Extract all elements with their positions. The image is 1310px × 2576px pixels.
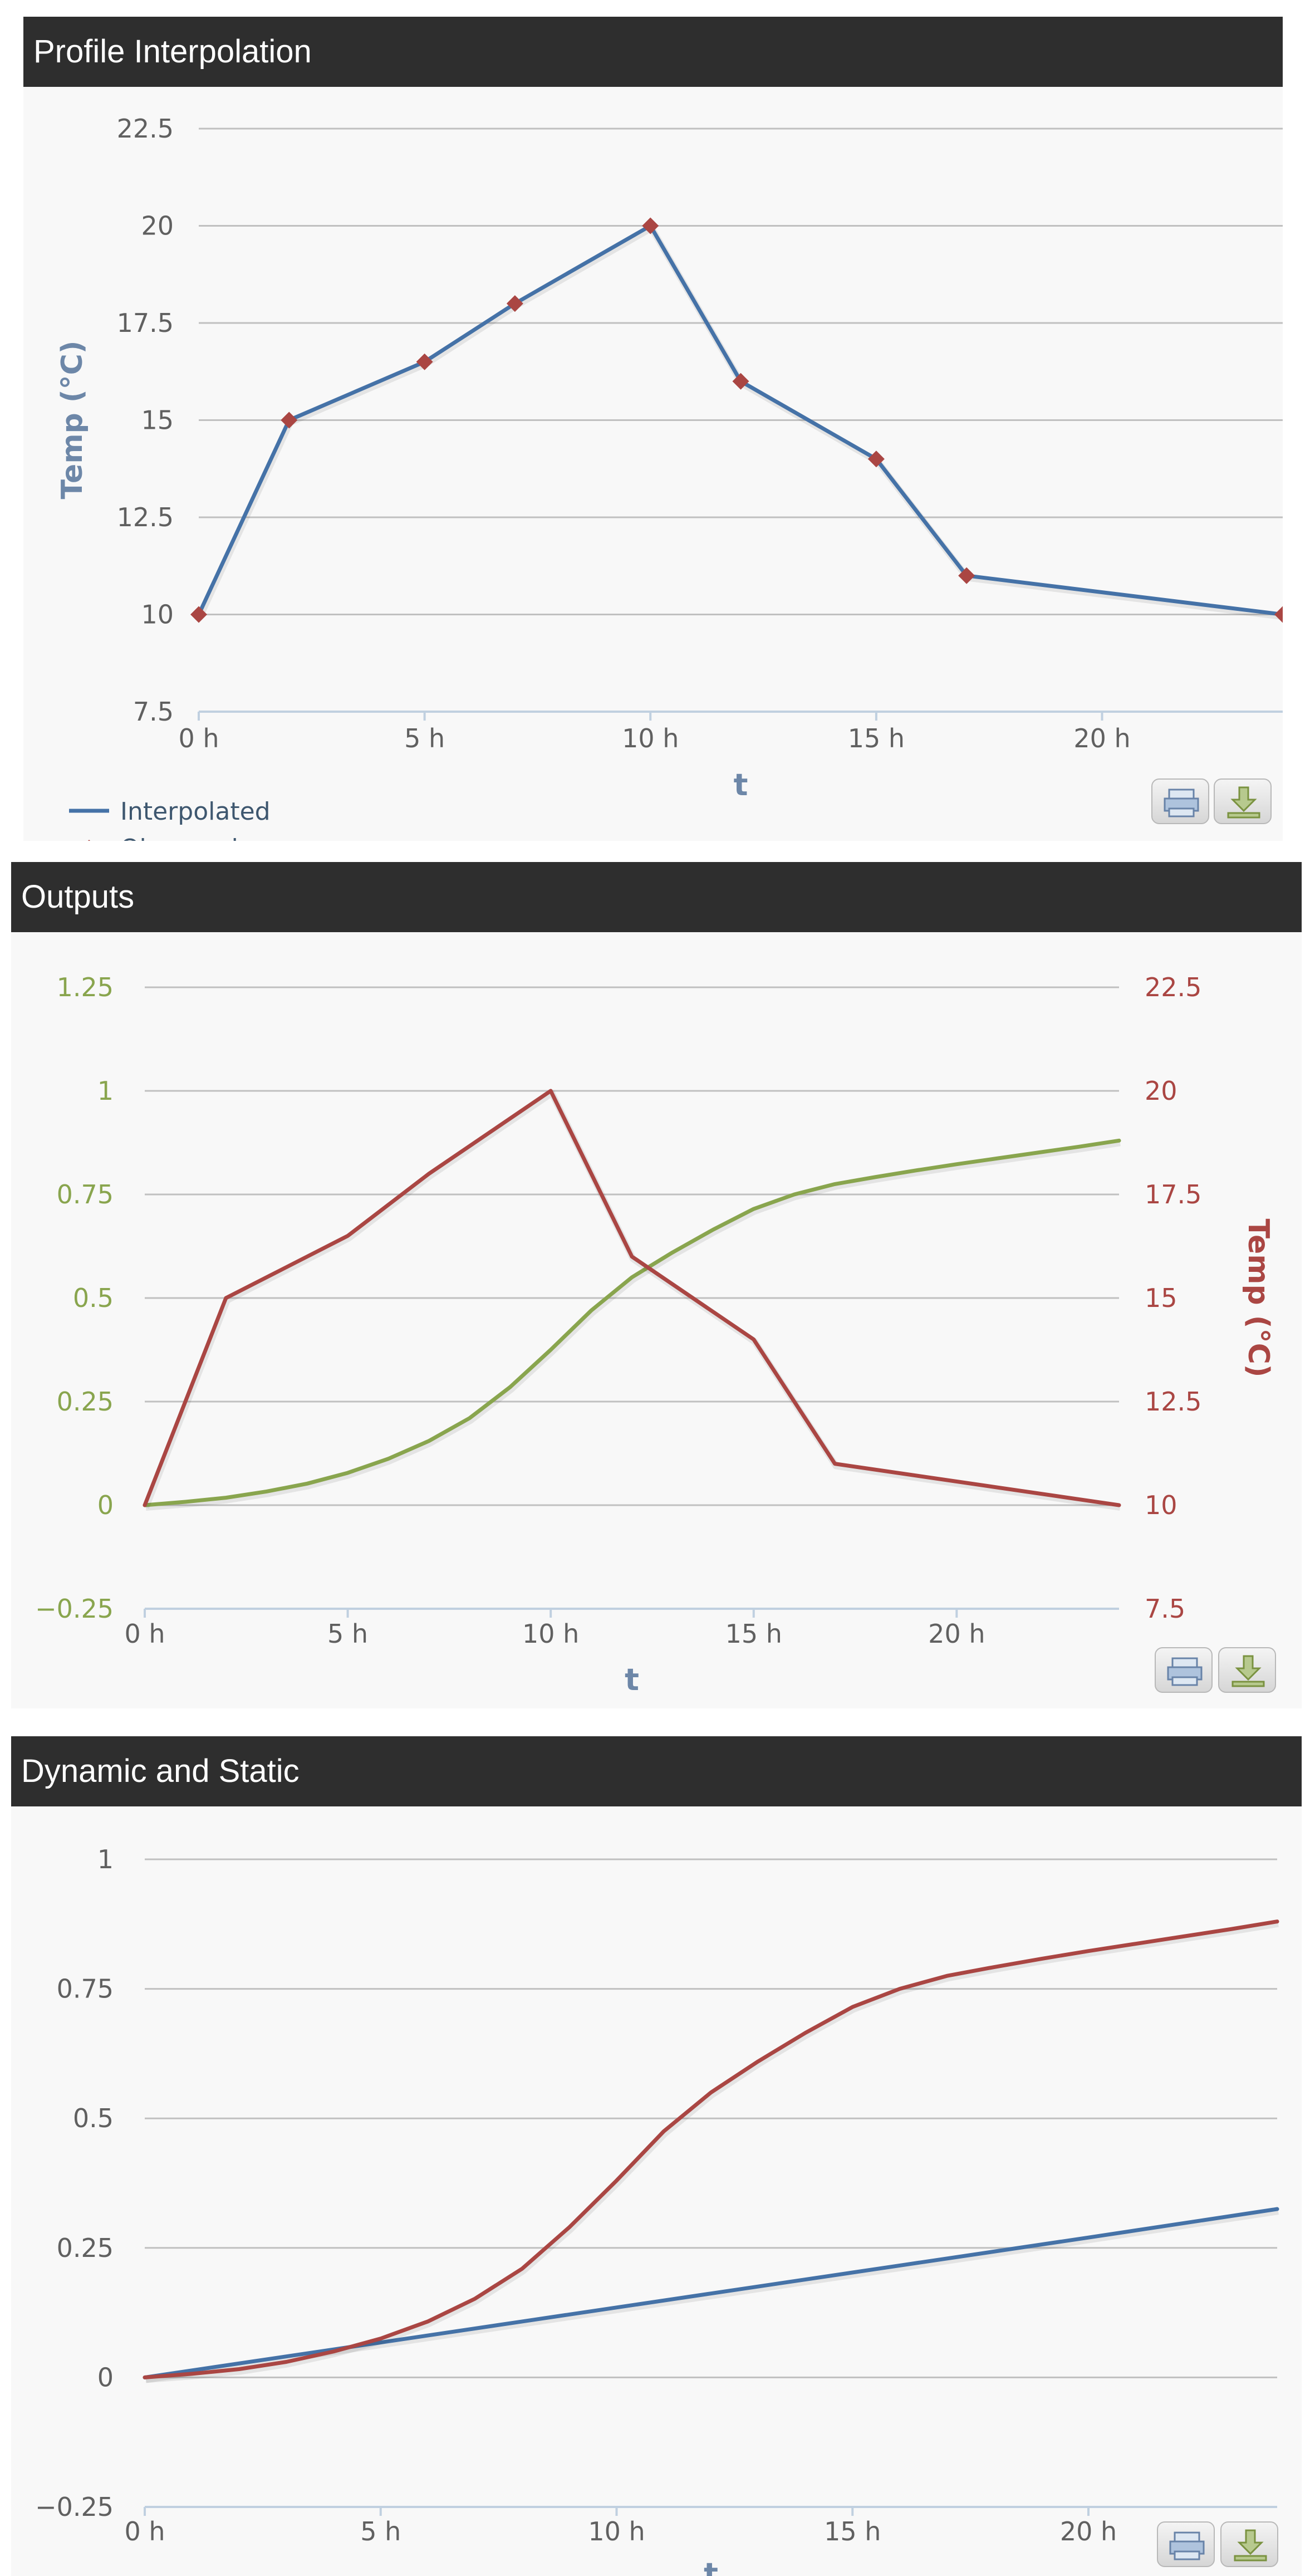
x-tick-label: 0 h (124, 1619, 165, 1649)
y-tick-label: 0 (97, 2362, 114, 2392)
y-tick-label: 0.25 (57, 2233, 114, 2263)
series-line (143, 1089, 1121, 1507)
y-tick-label: 1.25 (57, 972, 114, 1002)
y-tick-label: 10 (141, 600, 174, 630)
y-tick-label: 0 (97, 1490, 114, 1520)
y-tick-label: 0.5 (73, 2103, 114, 2133)
panel-title: Outputs (11, 862, 1302, 932)
y-tick-label: 15 (141, 405, 174, 435)
x-tick-label: 5 h (327, 1619, 368, 1649)
x-tick-label: 0 h (124, 2516, 165, 2546)
outputs-chart: −0.25 0 0.25 0.5 0.75 1 1.25 7.5 10 12.5 15 17.5 20 2… (35, 972, 1275, 1697)
profile-interpolation-chart: 7.5 10 12.5 15 17.5 20 22.5 0 h 5 h 10 h 15 h 20 h t… (56, 114, 1283, 841)
y2-tick-label: 7.5 (1145, 1594, 1185, 1624)
x-tick-label: 5 h (404, 723, 445, 753)
y2-tick-label: 22.5 (1145, 972, 1201, 1002)
print-button[interactable] (1151, 778, 1209, 824)
y-tick-label: 22.5 (117, 114, 174, 144)
x-tick-label: 10 h (522, 1619, 579, 1649)
y-tick-label: 1 (97, 1076, 114, 1106)
x-tick-label: 0 h (178, 723, 219, 753)
download-icon (1234, 2529, 1267, 2562)
x-tick-label: 10 h (588, 2516, 645, 2546)
x-tick-label: 5 h (360, 2516, 401, 2546)
outputs-panel: Outputs −0.25 0 0.25 0.5 0.75 1 1.25 7.5 10 12.5 1… (11, 862, 1302, 1708)
print-button[interactable] (1155, 1647, 1213, 1693)
series-line (143, 1138, 1121, 1507)
series-line (143, 2207, 1279, 2379)
y-tick-label: 0.25 (57, 1387, 114, 1417)
download-button[interactable] (1220, 2521, 1278, 2567)
x-tick-label: 20 h (1073, 723, 1130, 753)
legend-label: Interpolated (120, 797, 271, 826)
legend-symbol (88, 840, 90, 841)
x-tick-label: 15 h (824, 2516, 881, 2546)
download-button[interactable] (1214, 778, 1272, 824)
y-tick-label: 12.5 (117, 502, 174, 532)
x-tick-label: 20 h (1060, 2516, 1117, 2546)
print-button[interactable] (1157, 2521, 1215, 2567)
y2-tick-label: 20 (1145, 1076, 1177, 1106)
x-tick-label: 15 h (848, 723, 905, 753)
download-button[interactable] (1218, 1647, 1276, 1693)
data-point-marker (506, 295, 523, 312)
print-icon (1164, 789, 1199, 817)
data-point-marker (867, 450, 885, 468)
download-icon (1232, 1655, 1265, 1687)
data-point-marker (642, 217, 659, 234)
series-line (143, 1919, 1279, 2379)
data-point-marker (416, 353, 433, 370)
legend-label: Observed (120, 834, 238, 841)
profile-interpolation-panel: Profile Interpolation 7.5 10 12.5 15 17.5 20 2… (23, 17, 1283, 841)
y-tick-label: 0.5 (73, 1283, 114, 1313)
y2-tick-label: 12.5 (1145, 1387, 1201, 1417)
x-tick-label: 20 h (928, 1619, 985, 1649)
data-point-marker (1274, 606, 1283, 623)
y2-tick-label: 17.5 (1145, 1179, 1201, 1209)
x-axis-title: t (625, 1662, 639, 1697)
y-tick-label: 20 (141, 211, 174, 241)
panel-title: Dynamic and Static (11, 1736, 1302, 1806)
y2-tick-label: 10 (1145, 1490, 1177, 1520)
y-tick-label: −0.25 (35, 1594, 114, 1624)
dynamic-static-panel: Dynamic and Static −0.25 0 0.25 0.5 0.75 1 0 h… (11, 1736, 1302, 2576)
series-line-shadow (143, 1090, 1121, 1511)
y-tick-label: 0.75 (57, 1974, 114, 2004)
panel-title: Profile Interpolation (23, 17, 1283, 87)
series-line-shadow (197, 224, 1283, 620)
series-line-shadow (145, 1139, 1121, 1511)
data-point-marker (281, 412, 298, 429)
data-point-marker (732, 373, 749, 390)
y2-tick-label: 15 (1145, 1283, 1177, 1313)
download-icon (1227, 786, 1260, 819)
y2-axis-title: Temp (°C) (1242, 1218, 1275, 1377)
y-axis-title: Temp (°C) (56, 340, 89, 499)
y-tick-label: 17.5 (117, 308, 174, 338)
x-tick-label: 10 h (622, 723, 679, 753)
data-point-marker (190, 606, 207, 623)
series-line-shadow (145, 1920, 1279, 2383)
print-icon (1167, 1657, 1203, 1686)
print-icon (1169, 2531, 1205, 2560)
y-tick-label: 1 (97, 1844, 114, 1874)
x-axis-title: t (704, 2557, 718, 2576)
x-axis-title: t (734, 767, 748, 802)
y-tick-label: 0.75 (57, 1179, 114, 1209)
y-tick-label: 7.5 (133, 697, 174, 727)
x-tick-label: 15 h (725, 1619, 782, 1649)
y-tick-label: −0.25 (35, 2492, 114, 2522)
